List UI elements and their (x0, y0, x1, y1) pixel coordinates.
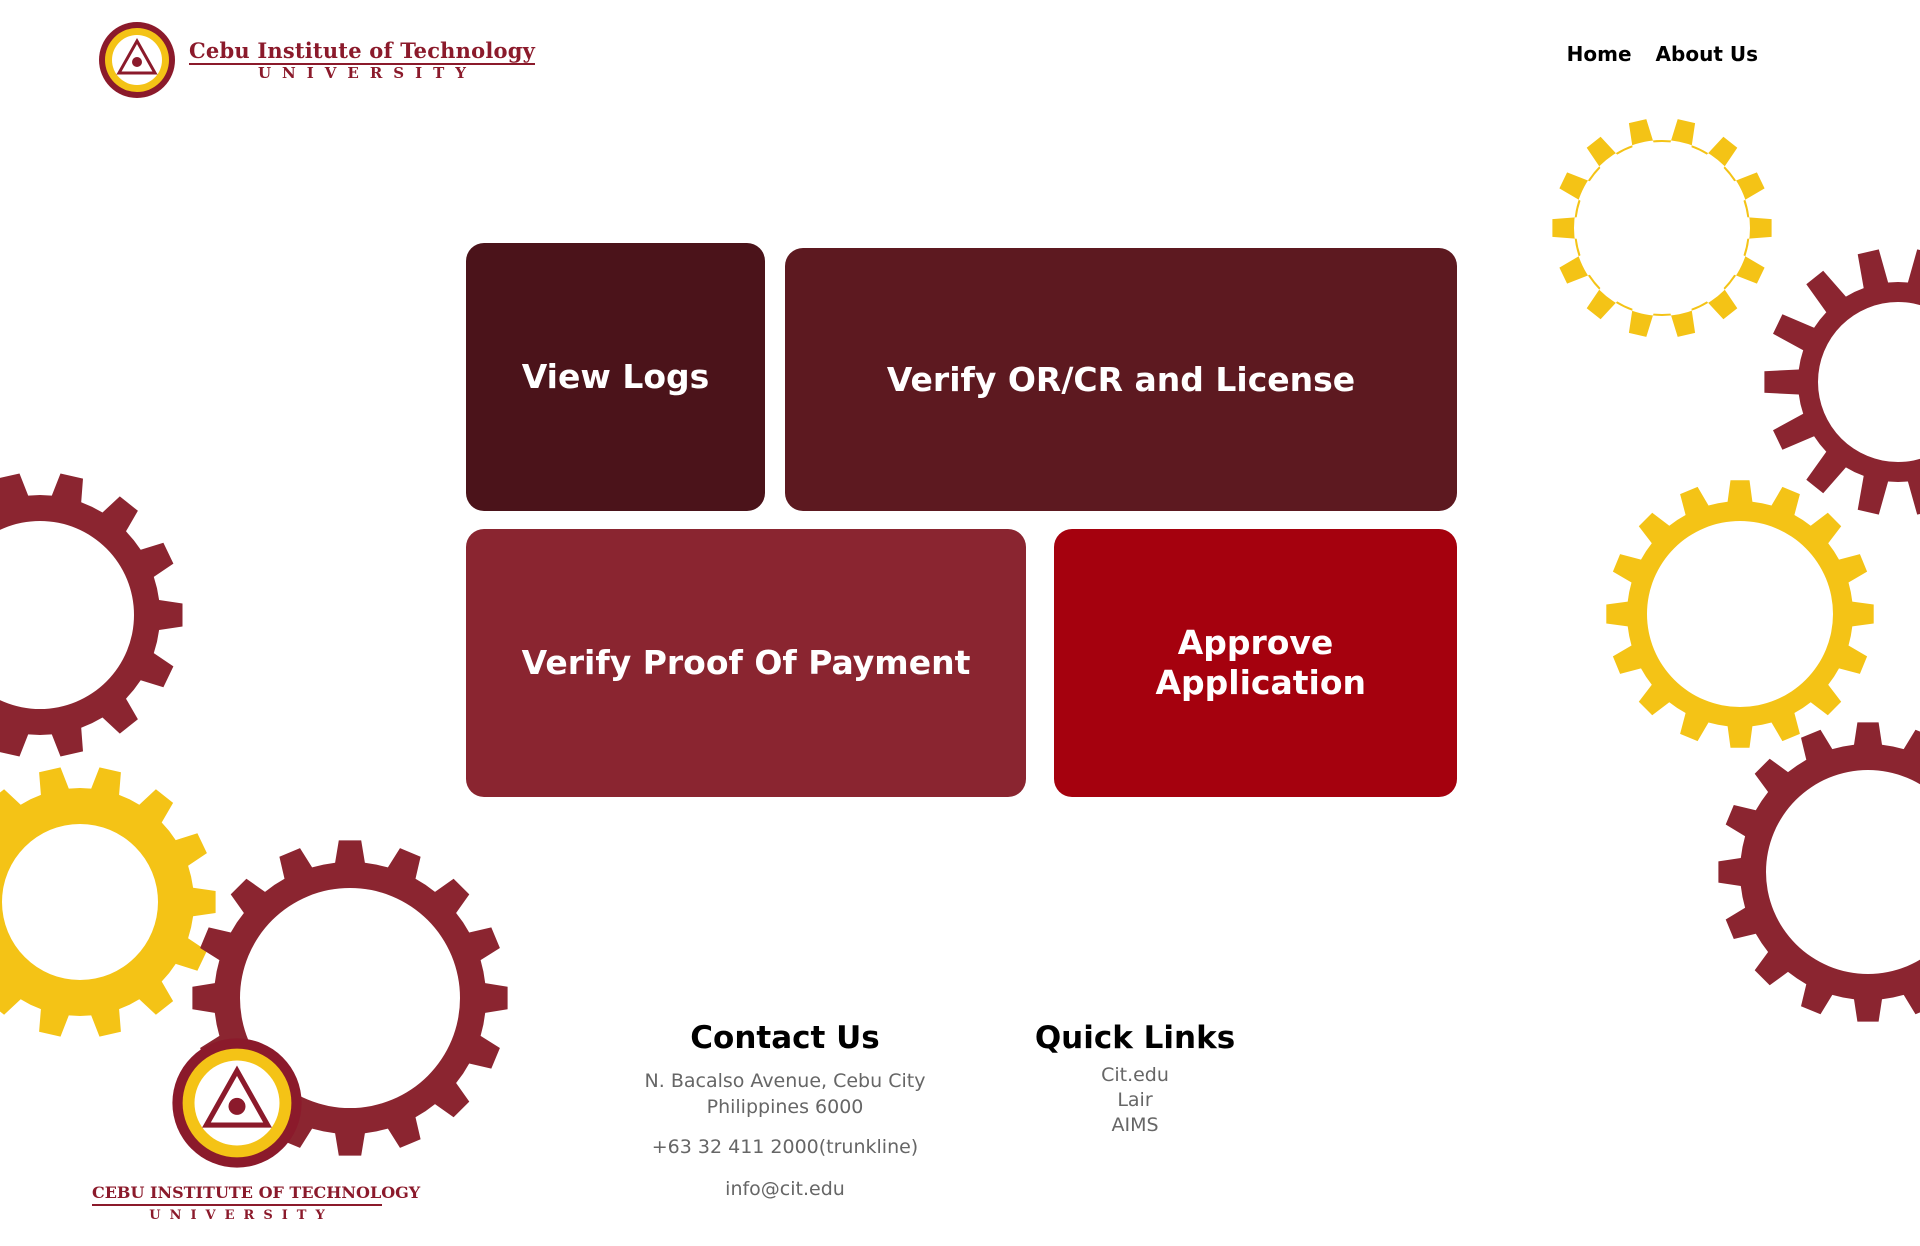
gear-icon (1764, 249, 1920, 515)
verify-orcr-license-button[interactable]: Verify OR/CR and License (785, 248, 1457, 511)
footer-logo[interactable]: CEBU INSTITUTE OF TECHNOLOGY UNIVERSITY (92, 1035, 421, 1223)
footer-logo-rule (92, 1204, 382, 1206)
quick-links-heading: Quick Links (1034, 1020, 1236, 1056)
gear-icon (1718, 722, 1920, 1022)
cit-seal-icon (172, 1038, 302, 1168)
gear-icon (0, 767, 216, 1037)
verify-payment-button[interactable]: Verify Proof Of Payment (466, 529, 1026, 797)
approve-application-label: Approve Application (1155, 623, 1367, 702)
logo-subtitle: UNIVERSITY (257, 63, 478, 82)
logo-rule (189, 62, 535, 65)
contact-email: info@cit.edu (725, 1178, 845, 1200)
footer-logo-subtitle: UNIVERSITY (149, 1208, 334, 1223)
view-logs-button[interactable]: View Logs (466, 243, 765, 511)
nav-about-link[interactable]: About Us (1655, 42, 1758, 66)
logo[interactable]: Cebu Institute of Technology UNIVERSITY (97, 20, 535, 100)
gear-shape (1606, 480, 1874, 748)
contact-phone: +63 32 411 2000(trunkline) (651, 1136, 919, 1158)
cit-seal-icon (99, 22, 175, 98)
gear-shape (0, 473, 183, 757)
logo-title: Cebu Institute of Technology (189, 37, 535, 63)
contact-section: Contact Us N. Bacalso Avenue, Cebu City … (640, 1020, 930, 1202)
quick-link-aims[interactable]: AIMS (1111, 1114, 1159, 1136)
quick-link-lair[interactable]: Lair (1117, 1089, 1153, 1111)
gear-shape (0, 767, 216, 1037)
gear-shape (1764, 249, 1920, 515)
gear-icon (1606, 480, 1874, 748)
gear-shape (1718, 722, 1920, 1022)
quick-link-citedu[interactable]: Cit.edu (1101, 1064, 1169, 1086)
approve-application-button[interactable]: Approve Application (1054, 529, 1457, 797)
header: Cebu Institute of Technology UNIVERSITY … (0, 0, 1920, 110)
contact-heading: Contact Us (690, 1020, 880, 1056)
footer: CEBU INSTITUTE OF TECHNOLOGY UNIVERSITY … (0, 995, 1920, 1246)
footer-logo-title: CEBU INSTITUTE OF TECHNOLOGY (92, 1183, 421, 1202)
contact-address: N. Bacalso Avenue, Cebu City Philippines… (644, 1070, 926, 1118)
gear-icon (0, 473, 183, 757)
quick-links-list: Cit.edu Lair AIMS (1020, 1064, 1250, 1136)
nav-home-link[interactable]: Home (1566, 42, 1632, 66)
main-nav: Home About Us (1567, 42, 1758, 66)
quick-links-section: Quick Links Cit.edu Lair AIMS (1020, 1020, 1250, 1136)
